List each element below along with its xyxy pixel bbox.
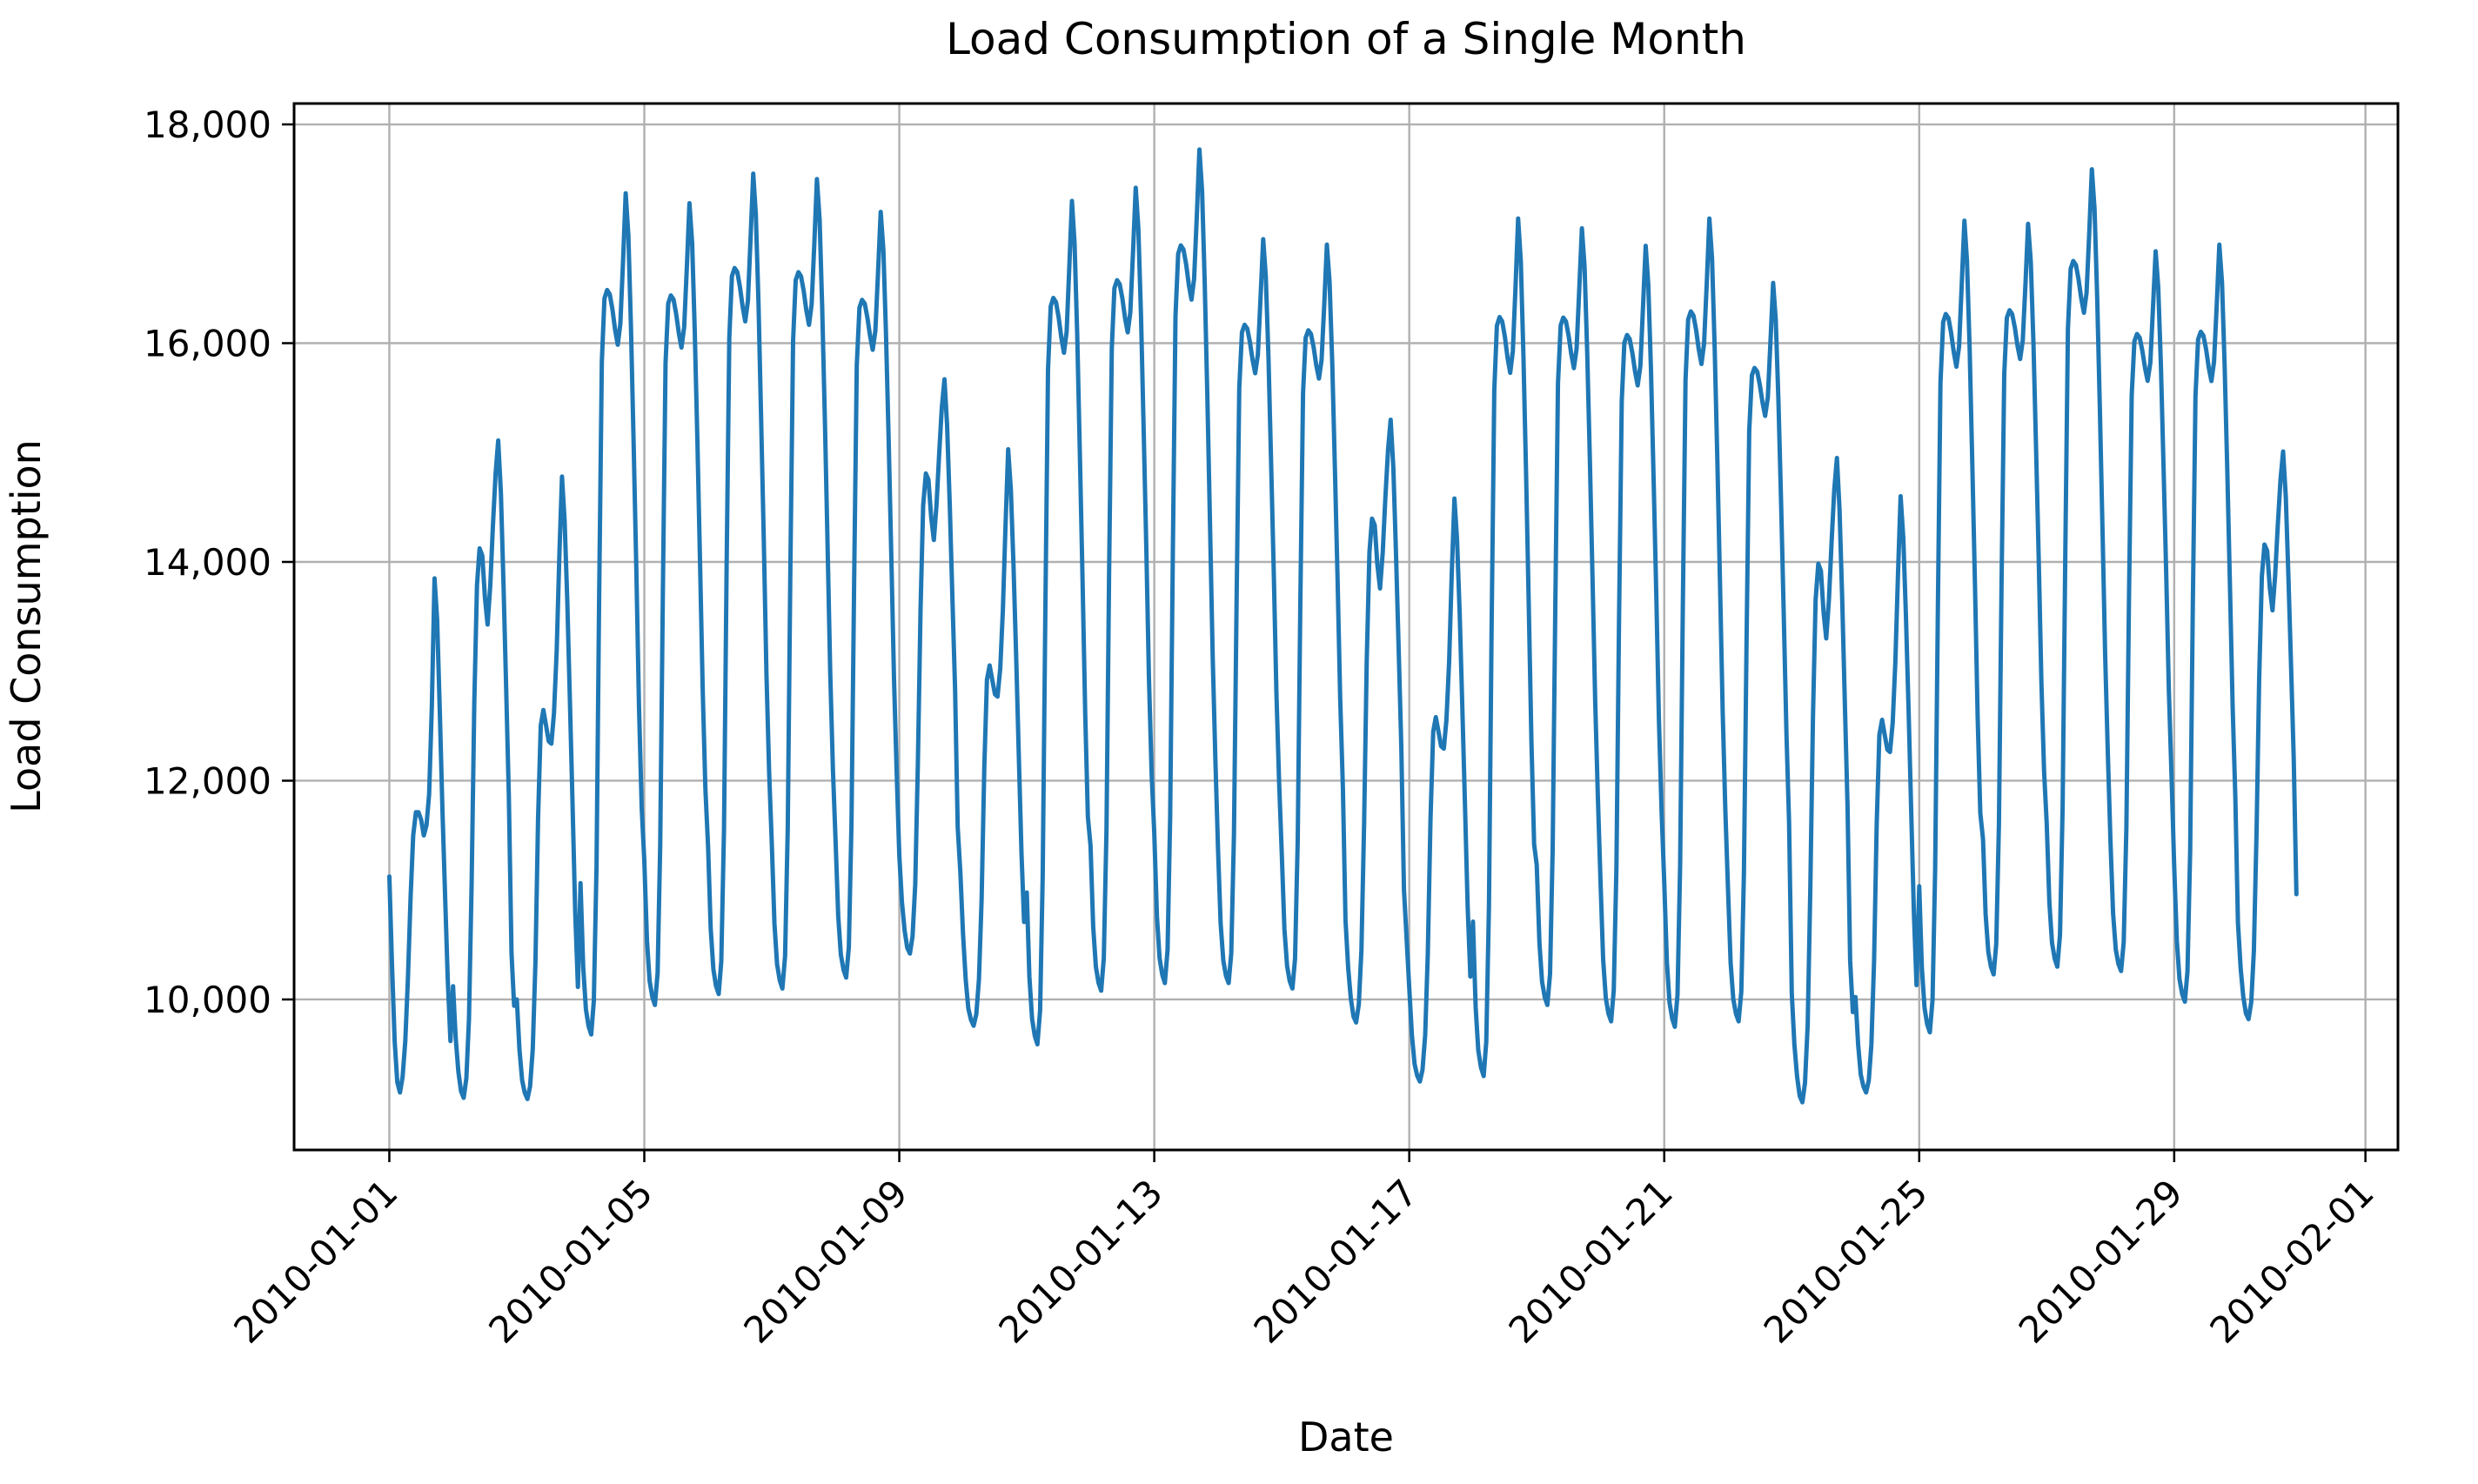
- x-tick-label: 2010-01-25: [1756, 1171, 1936, 1351]
- x-tick-label: 2010-02-01: [2201, 1171, 2381, 1351]
- y-tick-label: 14,000: [144, 541, 271, 584]
- x-tick-label: 2010-01-29: [2011, 1171, 2191, 1351]
- series-layer: [387, 147, 2299, 1105]
- x-tick-label: 2010-01-17: [1246, 1171, 1426, 1351]
- chart-title: Load Consumption of a Single Month: [946, 14, 1746, 64]
- x-tick-label: 2010-01-21: [1501, 1171, 1681, 1351]
- y-tick-label: 16,000: [144, 323, 271, 365]
- load-consumption-series: [387, 147, 2299, 1105]
- y-tick-label: 12,000: [144, 759, 271, 802]
- axes-layer: [292, 102, 2400, 1152]
- x-tick-label: 2010-01-05: [480, 1171, 660, 1351]
- x-tick-label: 2010-01-01: [225, 1171, 405, 1351]
- y-axis-label: Load Consumption: [3, 439, 50, 813]
- x-axis-label: Date: [1298, 1414, 1394, 1461]
- grid-layer: [294, 104, 2398, 1150]
- y-tick-label: 10,000: [144, 979, 271, 1021]
- x-tick-label: 2010-01-09: [735, 1171, 915, 1351]
- plot-border: [292, 102, 2400, 1152]
- y-tick-label: 18,000: [144, 104, 271, 146]
- x-tick-label: 2010-01-13: [990, 1171, 1170, 1351]
